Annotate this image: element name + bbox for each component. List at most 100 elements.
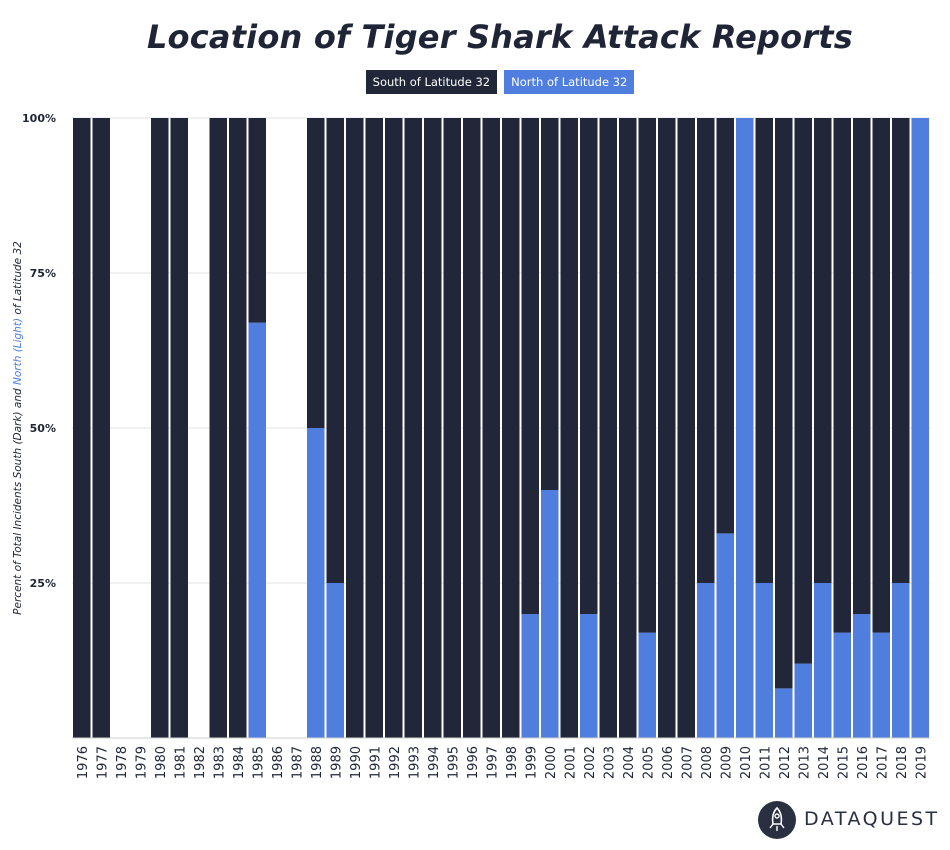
x-axis-ticks: 1976 1977 1978 1979 1980 1981 1982 1983 1984 1985… bbox=[76, 746, 930, 779]
bar-south-1984 bbox=[229, 118, 247, 738]
y-axis-ticks: 25% 50% 75% 100% bbox=[22, 112, 56, 590]
x-tick-label: 2010 bbox=[739, 746, 754, 779]
brand-name: DATAQUEST bbox=[804, 808, 940, 830]
bars bbox=[72, 118, 930, 739]
x-tick-label: 1986 bbox=[271, 746, 286, 779]
bar-north-2010 bbox=[736, 118, 754, 738]
y-axis-label-part: North (Light) bbox=[12, 318, 24, 385]
bar-south-2000 bbox=[541, 118, 559, 490]
x-tick-label: 1979 bbox=[134, 746, 149, 779]
bar-north-1989 bbox=[326, 583, 344, 738]
y-tick-label: 25% bbox=[30, 577, 56, 590]
bar-north-2009 bbox=[716, 533, 734, 738]
x-tick-label: 2004 bbox=[622, 746, 637, 779]
bar-north-2014 bbox=[814, 583, 832, 738]
y-tick-label: 100% bbox=[22, 112, 56, 125]
bar-north-2016 bbox=[853, 614, 871, 738]
x-tick-label: 2005 bbox=[641, 746, 656, 779]
x-tick-label: 1993 bbox=[407, 746, 422, 779]
x-tick-label: 1998 bbox=[505, 746, 520, 779]
dataquest-logo-icon bbox=[757, 800, 797, 844]
bar-south-2013 bbox=[794, 118, 812, 664]
bar-south-1989 bbox=[326, 118, 344, 583]
bar-south-2007 bbox=[677, 118, 695, 738]
y-axis-label-part: of Latitude 32 bbox=[12, 241, 24, 318]
bar-south-2016 bbox=[853, 118, 871, 614]
x-tick-label: 2013 bbox=[797, 746, 812, 779]
legend-item-south: South of Latitude 32 bbox=[365, 70, 498, 94]
chart-title: Location of Tiger Shark Attack Reports bbox=[146, 18, 854, 56]
bar-south-1994 bbox=[424, 118, 442, 738]
bar-north-2017 bbox=[872, 632, 890, 738]
bar-south-1991 bbox=[365, 118, 383, 738]
bar-north-2013 bbox=[794, 663, 812, 738]
bar-south-2004 bbox=[619, 118, 637, 738]
bar-north-2019 bbox=[911, 118, 929, 738]
x-tick-label: 1978 bbox=[115, 746, 130, 779]
bar-south-2011 bbox=[755, 118, 773, 583]
bar-south-1998 bbox=[502, 118, 520, 738]
legend-item-north: North of Latitude 32 bbox=[504, 70, 635, 94]
y-axis-label-part: Percent of Total Incidents South (Dark) … bbox=[12, 385, 24, 615]
x-tick-label: 1976 bbox=[76, 746, 91, 779]
bar-south-1992 bbox=[385, 118, 403, 738]
bar-south-2001 bbox=[560, 118, 578, 738]
x-tick-label: 1977 bbox=[95, 746, 110, 779]
y-axis-label: Percent of Total Incidents South (Dark) … bbox=[12, 241, 24, 615]
x-tick-label: 1984 bbox=[232, 746, 247, 779]
x-tick-label: 1985 bbox=[251, 746, 266, 779]
x-tick-label: 1996 bbox=[466, 746, 481, 779]
bar-south-1995 bbox=[443, 118, 461, 738]
bar-south-2009 bbox=[716, 118, 734, 534]
x-tick-label: 1989 bbox=[329, 746, 344, 779]
x-tick-label: 1997 bbox=[485, 746, 500, 779]
bar-north-2005 bbox=[638, 632, 656, 738]
x-tick-label: 1990 bbox=[349, 746, 364, 779]
bar-south-2002 bbox=[580, 118, 598, 614]
bar-south-1993 bbox=[404, 118, 422, 738]
x-tick-label: 2016 bbox=[856, 746, 871, 779]
bar-north-2008 bbox=[697, 583, 715, 738]
bar-north-1988 bbox=[307, 428, 325, 738]
bar-south-1996 bbox=[463, 118, 481, 738]
x-tick-label: 2017 bbox=[875, 746, 890, 779]
bar-south-2015 bbox=[833, 118, 851, 633]
bar-south-1990 bbox=[346, 118, 364, 738]
bar-south-2012 bbox=[775, 118, 793, 689]
x-tick-label: 2015 bbox=[836, 746, 851, 779]
bar-south-2018 bbox=[892, 118, 910, 583]
bar-south-1981 bbox=[170, 118, 188, 738]
y-tick-label: 50% bbox=[30, 422, 56, 435]
bar-south-2003 bbox=[599, 118, 617, 738]
bar-south-1988 bbox=[307, 118, 325, 428]
bar-north-1985 bbox=[248, 322, 266, 738]
bar-south-1999 bbox=[521, 118, 539, 614]
x-tick-label: 2014 bbox=[817, 746, 832, 779]
bar-south-2008 bbox=[697, 118, 715, 583]
x-tick-label: 1994 bbox=[427, 746, 442, 779]
x-tick-label: 2007 bbox=[680, 746, 695, 779]
bar-south-2006 bbox=[658, 118, 676, 738]
bar-south-2014 bbox=[814, 118, 832, 583]
bar-south-1977 bbox=[92, 118, 110, 738]
x-tick-label: 2009 bbox=[719, 746, 734, 779]
x-tick-label: 1980 bbox=[154, 746, 169, 779]
bar-north-1999 bbox=[521, 614, 539, 738]
bar-south-1976 bbox=[73, 118, 91, 738]
bar-south-1997 bbox=[482, 118, 500, 738]
bar-south-1983 bbox=[209, 118, 227, 738]
x-tick-label: 1988 bbox=[310, 746, 325, 779]
legend: South of Latitude 32 North of Latitude 3… bbox=[0, 70, 950, 94]
x-tick-label: 2012 bbox=[778, 746, 793, 779]
x-tick-label: 2008 bbox=[700, 746, 715, 779]
bar-north-2000 bbox=[541, 490, 559, 738]
x-tick-label: 2002 bbox=[583, 746, 598, 779]
x-tick-label: 2006 bbox=[661, 746, 676, 779]
x-tick-label: 2018 bbox=[895, 746, 910, 779]
bar-south-1985 bbox=[248, 118, 266, 323]
x-tick-label: 2001 bbox=[563, 746, 578, 779]
x-tick-label: 1982 bbox=[193, 746, 208, 779]
x-tick-label: 2003 bbox=[602, 746, 617, 779]
x-tick-label: 1991 bbox=[368, 746, 383, 779]
